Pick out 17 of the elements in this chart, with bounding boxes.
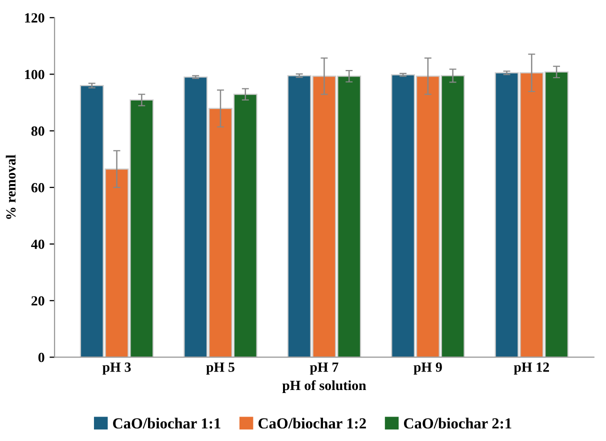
legend-label: CaO/biochar 1:1 — [113, 418, 220, 429]
x-tick-label: pH 12 — [514, 362, 549, 375]
legend-label: CaO/biochar 1:2 — [258, 418, 366, 429]
y-tick-label: 20 — [32, 296, 44, 306]
y-tick-label: 80 — [31, 126, 44, 136]
y-axis-title: % removal — [6, 154, 16, 219]
x-tick-label: pH 7 — [310, 362, 338, 375]
legend-label: CaO/biochar 2:1 — [404, 418, 512, 429]
x-axis-title: pH of solution — [282, 380, 366, 393]
x-tick-label: pH 5 — [206, 362, 234, 375]
y-tick-label: 100 — [25, 70, 44, 80]
x-tick-label: pH 9 — [414, 362, 442, 375]
y-tick-label: 40 — [31, 240, 44, 249]
x-tick-label: pH 3 — [102, 362, 131, 375]
y-tick-label: 60 — [31, 183, 44, 192]
y-tick-label: 0 — [38, 352, 44, 362]
y-tick-label: 120 — [25, 13, 44, 23]
